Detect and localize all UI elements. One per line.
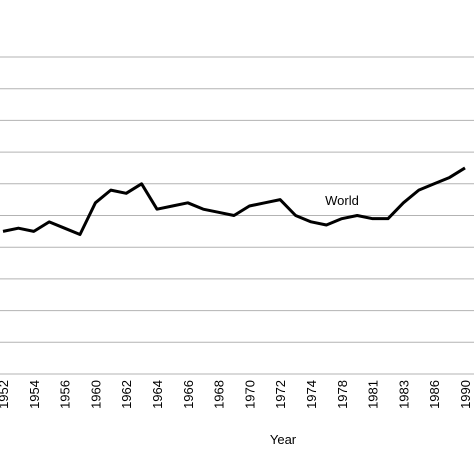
x-tick-label: 1966 <box>181 380 196 409</box>
x-tick-label: 1972 <box>273 380 288 409</box>
line-series <box>2 166 466 237</box>
x-tick-label: 1954 <box>27 380 42 409</box>
x-axis-label: Year <box>270 432 297 447</box>
x-tick-label: 1964 <box>150 380 165 409</box>
x-tick-label: 1974 <box>304 380 319 409</box>
x-tick-label: 1952 <box>0 380 11 409</box>
x-tick-label: 1970 <box>242 380 257 409</box>
x-tick-label: 1986 <box>427 380 442 409</box>
x-tick-label: 1978 <box>335 380 350 409</box>
x-tick-label: 1968 <box>212 380 227 409</box>
x-tick-label: 1956 <box>58 380 73 409</box>
x-tick-label: 1990 <box>458 380 473 409</box>
x-tick-label: 1960 <box>88 380 103 409</box>
series-label: World <box>325 193 359 208</box>
x-tick-label: 1983 <box>396 380 411 409</box>
x-tick-label: 1962 <box>119 380 134 409</box>
x-tick-label: 1981 <box>366 380 381 409</box>
